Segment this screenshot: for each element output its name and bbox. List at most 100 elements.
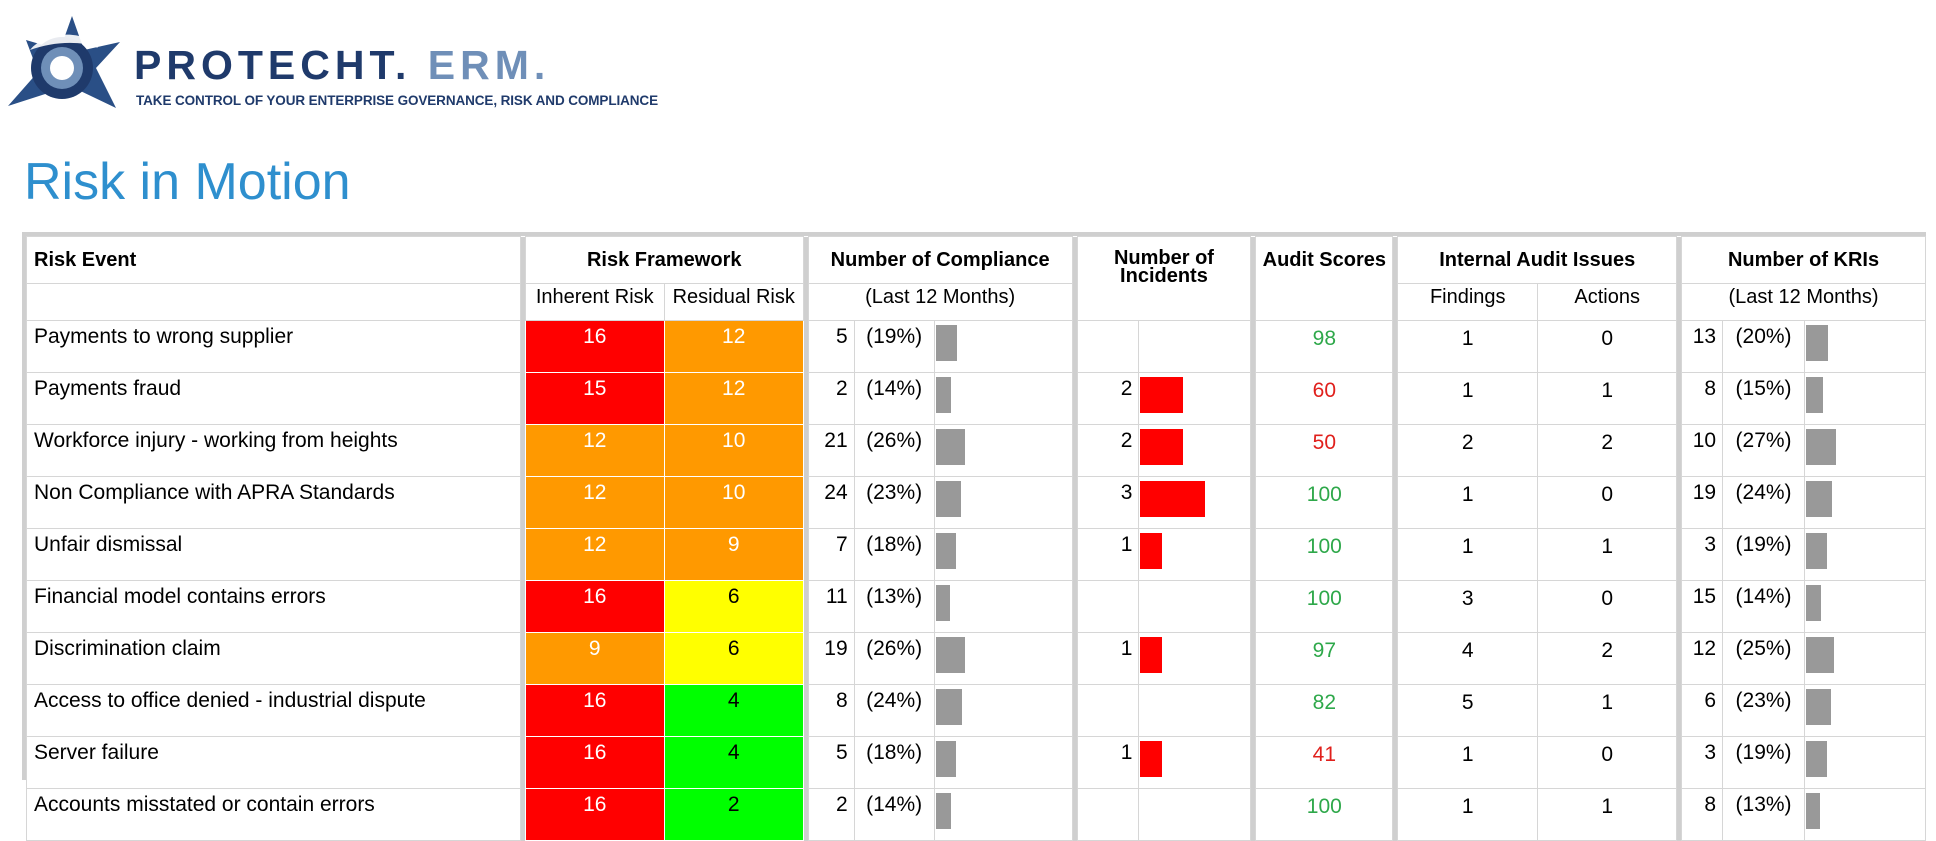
compliance-bar-cell xyxy=(933,424,1073,477)
inherent-risk-cell: 16 xyxy=(524,788,665,841)
kri-percent: (19%) xyxy=(1722,528,1806,581)
compliance-percent: (18%) xyxy=(853,528,935,581)
risk-event-name: Payments fraud xyxy=(26,372,521,425)
kri-percent: (14%) xyxy=(1722,580,1806,633)
residual-risk-cell: 4 xyxy=(663,736,804,789)
kri-percent: (25%) xyxy=(1722,632,1806,685)
brand-name: PROTECHT. ERM. xyxy=(134,42,551,88)
residual-risk-cell: 4 xyxy=(663,684,804,737)
compliance-bar xyxy=(935,741,956,777)
kri-bar-cell xyxy=(1804,372,1926,425)
risk-event-name: Workforce injury - working from heights xyxy=(26,424,521,477)
audit-findings: 5 xyxy=(1397,684,1539,737)
risk-event-name: Server failure xyxy=(26,736,521,789)
header-audit-issues: Internal Audit Issues xyxy=(1397,236,1678,284)
inherent-risk-cell: 16 xyxy=(524,320,665,373)
inherent-risk-cell: 12 xyxy=(524,424,665,477)
incident-bar-cell xyxy=(1138,580,1252,633)
table-row: Discrimination claim 9 6 19 (26%) 1 97 4 2 12 (25%… xyxy=(26,632,1926,685)
compliance-bar-cell xyxy=(933,320,1073,373)
compliance-bar-cell xyxy=(933,632,1073,685)
header-kris: Number of KRIs xyxy=(1681,236,1926,284)
compliance-count: 7 xyxy=(807,528,855,581)
kri-count: 8 xyxy=(1681,788,1724,841)
incident-bar-cell xyxy=(1138,788,1252,841)
risk-event-name: Payments to wrong supplier xyxy=(26,320,521,373)
compliance-percent: (19%) xyxy=(853,320,935,373)
incident-count: 1 xyxy=(1076,528,1140,581)
compliance-bar-cell xyxy=(933,736,1073,789)
audit-actions: 0 xyxy=(1537,580,1678,633)
kri-percent: (13%) xyxy=(1722,788,1806,841)
audit-actions: 1 xyxy=(1537,372,1678,425)
residual-risk-cell: 9 xyxy=(663,528,804,581)
incident-bar-cell xyxy=(1138,684,1252,737)
audit-findings: 1 xyxy=(1397,372,1539,425)
table-row: Access to office denied - industrial dis… xyxy=(26,684,1926,737)
audit-findings: 1 xyxy=(1397,788,1539,841)
audit-score: 97 xyxy=(1255,632,1394,685)
header-risk-framework: Risk Framework xyxy=(524,236,804,284)
audit-findings: 1 xyxy=(1397,736,1539,789)
compliance-percent: (26%) xyxy=(853,632,935,685)
incident-bar xyxy=(1140,429,1184,465)
kri-count: 8 xyxy=(1681,372,1724,425)
header-actions: Actions xyxy=(1537,283,1678,321)
header-compliance-period: (Last 12 Months) xyxy=(807,283,1073,321)
audit-actions: 0 xyxy=(1537,320,1678,373)
table-row: Non Compliance with APRA Standards 12 10 24… xyxy=(26,476,1926,529)
audit-findings: 4 xyxy=(1397,632,1539,685)
audit-actions: 0 xyxy=(1537,736,1678,789)
residual-risk-cell: 6 xyxy=(663,580,804,633)
kri-count: 12 xyxy=(1681,632,1724,685)
compliance-bar xyxy=(935,533,956,569)
inherent-risk-cell: 9 xyxy=(524,632,665,685)
risk-event-name: Discrimination claim xyxy=(26,632,521,685)
protecht-logo: PROTECHT. ERM. TAKE CONTROL OF YOUR ENTE… xyxy=(0,10,658,135)
inherent-risk-cell: 12 xyxy=(524,476,665,529)
compliance-percent: (26%) xyxy=(853,424,935,477)
compliance-percent: (18%) xyxy=(853,736,935,789)
incident-count xyxy=(1076,320,1140,373)
inherent-risk-cell: 15 xyxy=(524,372,665,425)
compliance-percent: (14%) xyxy=(853,372,935,425)
incident-bar-cell xyxy=(1138,528,1252,581)
audit-findings: 3 xyxy=(1397,580,1539,633)
audit-score: 100 xyxy=(1255,528,1394,581)
audit-findings: 1 xyxy=(1397,476,1539,529)
compliance-percent: (24%) xyxy=(853,684,935,737)
incident-bar-cell xyxy=(1138,736,1252,789)
kri-bar-cell xyxy=(1804,580,1926,633)
kri-percent: (24%) xyxy=(1722,476,1806,529)
kri-count: 6 xyxy=(1681,684,1724,737)
incident-bar-cell xyxy=(1138,424,1252,477)
risk-event-name: Non Compliance with APRA Standards xyxy=(26,476,521,529)
kri-bar xyxy=(1806,793,1821,829)
incident-bar-cell xyxy=(1138,372,1252,425)
incident-bar xyxy=(1140,533,1163,569)
compliance-bar xyxy=(935,429,965,465)
kri-bar xyxy=(1806,377,1824,413)
risk-table: Risk Event Risk Framework Number of Comp… xyxy=(26,236,1926,841)
audit-score: 60 xyxy=(1255,372,1394,425)
kri-count: 19 xyxy=(1681,476,1724,529)
kri-bar xyxy=(1806,585,1822,621)
incident-bar-cell xyxy=(1138,320,1252,373)
kri-count: 3 xyxy=(1681,528,1724,581)
audit-actions: 1 xyxy=(1537,788,1678,841)
kri-bar-cell xyxy=(1804,424,1926,477)
compliance-bar xyxy=(935,585,950,621)
compliance-bar-cell xyxy=(933,580,1073,633)
incident-bar xyxy=(1140,637,1163,673)
risk-event-name: Access to office denied - industrial dis… xyxy=(26,684,521,737)
header-residual-risk: Residual Risk xyxy=(663,283,804,321)
header-risk-event: Risk Event xyxy=(26,236,521,284)
compliance-count: 19 xyxy=(807,632,855,685)
kri-bar xyxy=(1806,429,1837,465)
compliance-count: 5 xyxy=(807,736,855,789)
audit-actions: 0 xyxy=(1537,476,1678,529)
compliance-bar-cell xyxy=(933,476,1073,529)
kri-bar-cell xyxy=(1804,320,1926,373)
header-audit-scores: Audit Scores xyxy=(1255,236,1394,321)
audit-score: 50 xyxy=(1255,424,1394,477)
